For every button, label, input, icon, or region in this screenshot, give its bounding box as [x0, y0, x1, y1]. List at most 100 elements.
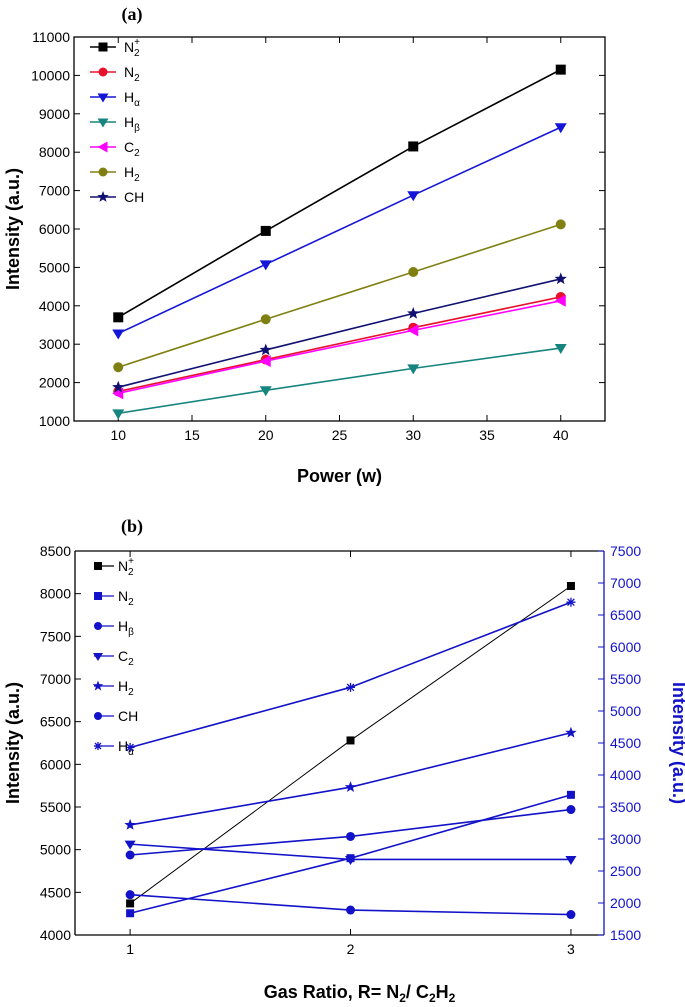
- data-point: [554, 344, 567, 355]
- data-point: [407, 324, 419, 337]
- legend-label: N+ 2: [118, 556, 134, 578]
- data-point: [555, 219, 566, 230]
- y-right-tick-label: 2000: [610, 895, 641, 911]
- series-line: [118, 223, 561, 369]
- legend-label: H2: [118, 678, 134, 698]
- series-line: [117, 126, 562, 335]
- panel-a-label: (a): [122, 4, 143, 25]
- legend-label: C2: [124, 139, 140, 159]
- legend-marker: [98, 167, 108, 177]
- legend-label: Hβ: [118, 618, 134, 638]
- data-point: [113, 312, 124, 323]
- data-point: [112, 380, 125, 393]
- y-tick-label: 3000: [39, 336, 70, 352]
- x-tick-label: 40: [553, 427, 569, 443]
- x-tick-label: 35: [479, 427, 495, 443]
- y-tick-label: 5000: [39, 259, 70, 275]
- data-point: [346, 905, 356, 915]
- y-tick-label: 7000: [39, 183, 70, 199]
- x-tick-label: 25: [332, 427, 348, 443]
- y-tick-label: 7500: [40, 628, 71, 644]
- y-right-tick-label: 5000: [610, 703, 641, 719]
- legend-marker: [93, 653, 103, 661]
- data-point: [555, 64, 566, 75]
- y-tick-label: 4000: [40, 927, 71, 943]
- y-tick-label: 2000: [39, 375, 70, 391]
- data-point: [259, 355, 271, 368]
- y-tick-label: 11000: [32, 29, 70, 45]
- series-line: [118, 300, 561, 395]
- legend-marker: [97, 93, 109, 103]
- data-point: [125, 742, 135, 752]
- y-tick-label: 10000: [31, 67, 70, 83]
- y-right-tick-label: 7000: [610, 575, 641, 591]
- data-point: [125, 850, 135, 860]
- y-right-axis-title: Intensity (a.u.): [669, 682, 685, 804]
- data-point: [259, 260, 272, 271]
- data-point: [113, 362, 124, 373]
- y-tick-label: 8500: [40, 543, 71, 559]
- y-right-tick-label: 4500: [610, 735, 641, 751]
- legend-label: CH: [124, 189, 144, 205]
- y-right-tick-label: 6000: [610, 639, 641, 655]
- series-line: [118, 296, 561, 393]
- y-right-tick-label: 3000: [610, 831, 641, 847]
- y-tick-label: 4000: [39, 298, 70, 314]
- y-right-tick-label: 7500: [610, 543, 641, 559]
- y-tick-label: 6000: [40, 756, 71, 772]
- x-tick-label: 30: [405, 427, 421, 443]
- data-point: [345, 855, 357, 865]
- y-tick-label: 7000: [40, 671, 71, 687]
- y-tick-label: 6500: [40, 714, 71, 730]
- legend-marker: [98, 42, 108, 52]
- legend-label: Hα: [124, 89, 140, 109]
- y-right-tick-label: 4000: [610, 767, 641, 783]
- y-tick-label: 4500: [40, 884, 71, 900]
- series-line: [129, 731, 572, 826]
- legend-marker: [94, 712, 102, 720]
- data-point: [408, 267, 419, 278]
- legend-marker: [94, 592, 102, 600]
- legend-marker: [92, 680, 104, 691]
- data-point: [346, 682, 356, 692]
- x-tick-label: 20: [258, 427, 274, 443]
- y-right-tick-label: 2500: [610, 863, 641, 879]
- x-tick-label: 3: [567, 941, 575, 957]
- data-point: [259, 343, 272, 356]
- data-point: [565, 726, 577, 738]
- legend-marker: [94, 562, 102, 570]
- y-tick-label: 5500: [40, 799, 71, 815]
- y-right-tick-label: 3500: [610, 799, 641, 815]
- data-point: [112, 409, 125, 420]
- data-point: [565, 855, 577, 865]
- data-point: [260, 314, 271, 325]
- data-point: [554, 123, 567, 134]
- legend-marker: [94, 622, 102, 630]
- panel-b-chart: (b) 1 2 3 4000 4500 5000 5500 6000 6500 7000 7500 80…: [3, 516, 685, 1005]
- x-tick-label: 1: [126, 941, 134, 957]
- panel-b-label: (b): [121, 516, 143, 537]
- data-point: [407, 364, 420, 375]
- legend-marker: [98, 67, 108, 77]
- legend-marker: [94, 742, 102, 750]
- data-point: [259, 386, 272, 397]
- legend-label: N2: [118, 588, 134, 608]
- data-point: [346, 736, 355, 745]
- data-point: [124, 840, 136, 850]
- x-tick-label: 2: [347, 941, 355, 957]
- data-point: [126, 899, 135, 908]
- legend-label: C2: [118, 648, 134, 668]
- legend-marker: [97, 191, 109, 202]
- data-point: [408, 141, 419, 152]
- y-right-tick-label: 1500: [610, 927, 641, 943]
- data-point: [125, 890, 135, 900]
- data-point: [407, 191, 420, 202]
- data-point: [566, 581, 575, 590]
- legend-label: N+ 2: [124, 37, 140, 59]
- y-right-tick-label: 5500: [610, 671, 641, 687]
- legend-label: CH: [118, 708, 138, 724]
- data-point: [344, 781, 357, 793]
- data-point: [124, 818, 136, 830]
- legend-label: H2: [124, 164, 140, 184]
